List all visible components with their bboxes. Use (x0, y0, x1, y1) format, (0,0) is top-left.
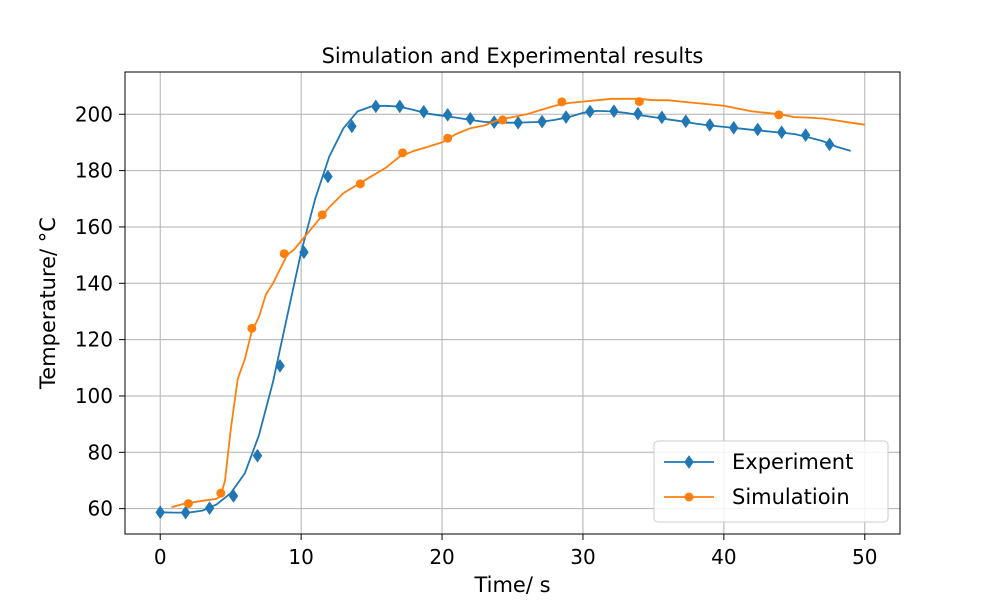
data-point (704, 118, 715, 132)
y-tick-label: 100 (75, 384, 113, 408)
x-tick-label: 40 (711, 545, 736, 569)
data-point (513, 115, 523, 130)
data-point (634, 97, 644, 107)
data-point (371, 99, 381, 114)
data-point (275, 358, 285, 373)
y-tick-label: 200 (75, 102, 113, 126)
data-point (347, 119, 357, 134)
data-point (752, 122, 763, 137)
legend-marker (684, 492, 694, 502)
y-tick-label: 140 (75, 271, 113, 295)
y-tick-label: 180 (75, 159, 113, 183)
chart-title: Simulation and Experimental results (322, 44, 704, 68)
data-point (561, 110, 571, 125)
data-point (442, 107, 453, 122)
data-point (299, 245, 309, 260)
legend: Experiment Simulatioin (653, 440, 889, 523)
data-point (228, 489, 239, 503)
data-point (774, 110, 784, 120)
data-point (252, 448, 263, 463)
data-point (557, 97, 567, 107)
y-axis-label: Temperature/ °C (36, 217, 60, 390)
series-simulatioin (171, 97, 865, 509)
data-point (728, 120, 739, 135)
data-point (418, 104, 429, 119)
data-point (216, 488, 226, 498)
axis-ticks: 0 10 20 30 40 50 60 80 100 120 140 160 180 200 (75, 102, 878, 569)
plot-frame (124, 71, 901, 535)
data-point (180, 505, 191, 520)
data-point (394, 99, 405, 114)
data-point (498, 115, 508, 125)
data-point (585, 104, 595, 119)
plot-series (155, 97, 865, 520)
data-point (443, 133, 453, 143)
legend-marker (684, 455, 694, 469)
data-point (633, 106, 643, 121)
data-point (824, 137, 835, 152)
data-point (323, 169, 333, 184)
x-axis-label: Time/ s (473, 573, 550, 597)
x-tick-label: 30 (570, 545, 595, 569)
x-tick-label: 20 (429, 545, 454, 569)
grid (125, 72, 900, 534)
data-point (657, 110, 667, 125)
x-tick-label: 0 (154, 545, 167, 569)
data-point (355, 179, 365, 189)
data-point (247, 323, 257, 333)
data-point (155, 505, 166, 520)
data-point (183, 499, 193, 509)
y-tick-label: 160 (75, 215, 113, 239)
y-tick-label: 80 (88, 440, 113, 464)
data-point (537, 114, 547, 129)
data-point (317, 210, 327, 220)
x-tick-label: 10 (288, 545, 313, 569)
data-point (681, 114, 691, 129)
data-point (279, 249, 289, 259)
legend-label: Simulatioin (732, 485, 850, 509)
data-point (398, 148, 408, 158)
data-point (776, 125, 787, 140)
data-point (465, 111, 476, 126)
y-tick-label: 60 (88, 497, 113, 521)
data-point (204, 501, 215, 516)
x-tick-label: 50 (852, 545, 877, 569)
y-tick-label: 120 (75, 328, 113, 352)
legend-label: Experiment (732, 450, 853, 474)
data-point (609, 104, 619, 119)
data-point (800, 128, 811, 143)
